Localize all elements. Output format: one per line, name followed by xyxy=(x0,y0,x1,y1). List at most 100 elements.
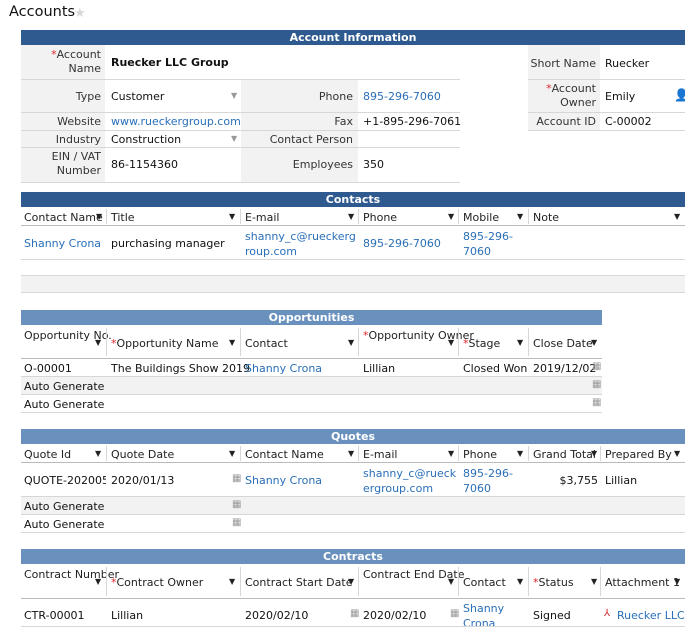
col-note[interactable]: Note xyxy=(533,211,560,224)
contract-attachment-link[interactable]: Ruecker LLC xyxy=(617,609,685,622)
dropdown-caret-icon[interactable]: ▼ xyxy=(448,577,455,586)
industry-value[interactable]: Construction xyxy=(111,133,182,146)
dropdown-caret-icon[interactable]: ▼ xyxy=(674,577,681,586)
col-title[interactable]: Title xyxy=(111,211,135,224)
dropdown-caret-icon[interactable]: ▼ xyxy=(517,577,524,586)
col-phone[interactable]: Phone xyxy=(363,211,398,224)
col-contact[interactable]: Contact xyxy=(245,337,288,350)
col-email[interactable]: E-mail xyxy=(245,211,280,224)
fax-value: +1-895-296-7061 xyxy=(363,115,462,128)
col-opportunity-no[interactable]: Opportunity No. xyxy=(24,329,112,342)
dropdown-caret-icon[interactable]: ▼ xyxy=(517,212,524,221)
col-grand-total[interactable]: Grand Total xyxy=(533,448,596,461)
dropdown-caret-icon[interactable]: ▼ xyxy=(591,338,598,347)
account-owner-label: *Account Owner xyxy=(546,82,596,109)
dropdown-caret-icon[interactable]: ▼ xyxy=(591,449,598,458)
quote-contact-link[interactable]: Shanny Crona xyxy=(245,474,323,487)
contract-contact-link[interactable]: Shanny Crona xyxy=(463,602,505,628)
type-dropdown-caret-icon[interactable]: ▼ xyxy=(231,91,238,100)
industry-dropdown-caret-icon[interactable]: ▼ xyxy=(231,134,238,143)
dropdown-caret-icon[interactable]: ▼ xyxy=(448,212,455,221)
col-contact-name[interactable]: Contact Name xyxy=(24,211,103,224)
contract-number: CTR-00001 xyxy=(24,609,85,622)
col-phone[interactable]: Phone xyxy=(463,448,498,461)
star-icon[interactable]: ★ xyxy=(74,6,86,21)
dropdown-caret-icon[interactable]: ▼ xyxy=(95,338,102,347)
col-contract-number[interactable]: Contract Number xyxy=(24,568,120,581)
col-opportunity-owner[interactable]: *Opportunity Owner xyxy=(363,329,474,342)
dropdown-caret-icon[interactable]: ▼ xyxy=(674,449,681,458)
website-link[interactable]: www.rueckergroup.com xyxy=(111,115,241,128)
employees-label: Employees xyxy=(292,158,353,171)
dropdown-caret-icon[interactable]: ▼ xyxy=(229,449,236,458)
dropdown-caret-icon[interactable]: ▼ xyxy=(96,212,103,221)
dropdown-caret-icon[interactable]: ▼ xyxy=(591,577,598,586)
calendar-icon[interactable]: ▦ xyxy=(592,397,602,408)
col-contract-owner[interactable]: *Contract Owner xyxy=(111,576,204,589)
type-label: Type xyxy=(75,90,101,103)
calendar-icon[interactable]: ▦ xyxy=(232,517,242,528)
dropdown-caret-icon[interactable]: ▼ xyxy=(517,338,524,347)
contact-name-link[interactable]: Shanny Crona xyxy=(24,237,102,250)
dropdown-caret-icon[interactable]: ▼ xyxy=(674,212,681,221)
account-name-label: *Account Name xyxy=(51,48,101,75)
dropdown-caret-icon[interactable]: ▼ xyxy=(348,449,355,458)
col-quote-date[interactable]: Quote Date xyxy=(111,448,175,461)
dropdown-caret-icon[interactable]: ▼ xyxy=(348,212,355,221)
dropdown-caret-icon[interactable]: ▼ xyxy=(229,577,236,586)
col-attachment-1[interactable]: Attachment 1 xyxy=(605,576,680,589)
col-contract-start-date[interactable]: Contract Start Date xyxy=(245,576,353,589)
col-stage[interactable]: *Stage xyxy=(463,337,501,350)
page-title: Accounts xyxy=(9,4,76,20)
calendar-icon[interactable]: ▦ xyxy=(350,608,360,619)
opportunity-contact-link[interactable]: Shanny Crona xyxy=(245,362,323,375)
contact-email-link[interactable]: shanny_c@rueckergroup.com xyxy=(245,230,356,258)
contact-phone-link[interactable]: 895-296-7060 xyxy=(363,237,441,250)
calendar-icon[interactable]: ▦ xyxy=(232,473,242,484)
col-status[interactable]: *Status xyxy=(533,576,574,589)
col-contact[interactable]: Contact xyxy=(463,576,506,589)
ein-label: EIN / VAT Number xyxy=(51,150,101,177)
type-value[interactable]: Customer xyxy=(111,90,165,103)
account-owner-value[interactable]: Emily xyxy=(605,90,636,103)
account-id-value: C-00002 xyxy=(605,115,652,128)
col-contact-name[interactable]: Contact Name xyxy=(245,448,324,461)
dropdown-caret-icon[interactable]: ▼ xyxy=(448,449,455,458)
opportunity-no: O-00001 xyxy=(24,362,72,375)
dropdown-caret-icon[interactable]: ▼ xyxy=(348,338,355,347)
account-id-label: Account ID xyxy=(536,115,596,128)
contract-status: Signed xyxy=(533,609,571,622)
calendar-icon[interactable]: ▦ xyxy=(232,499,242,510)
calendar-icon[interactable]: ▦ xyxy=(450,608,460,619)
calendar-icon[interactable]: ▦ xyxy=(592,361,602,372)
dropdown-caret-icon[interactable]: ▼ xyxy=(95,449,102,458)
col-mobile[interactable]: Mobile xyxy=(463,211,500,224)
contract-start-date: 2020/02/10 xyxy=(245,609,309,622)
col-email[interactable]: E-mail xyxy=(363,448,398,461)
col-prepared-by[interactable]: Prepared By xyxy=(605,448,672,461)
employees-value: 350 xyxy=(363,158,384,171)
quote-phone-link[interactable]: 895-296-7060 xyxy=(463,467,513,495)
calendar-icon[interactable]: ▦ xyxy=(592,379,602,390)
col-opportunity-name[interactable]: *Opportunity Name xyxy=(111,337,219,350)
dropdown-caret-icon[interactable]: ▼ xyxy=(348,577,355,586)
contact-mobile-link[interactable]: 895-296-7060 xyxy=(463,230,513,258)
phone-value[interactable]: 895-296-7060 xyxy=(363,90,441,103)
contracts-header: Contracts xyxy=(21,549,685,564)
opportunities-header: Opportunities xyxy=(21,310,602,325)
person-icon[interactable]: 👤 xyxy=(674,88,685,102)
dropdown-caret-icon[interactable]: ▼ xyxy=(517,449,524,458)
short-name-value: Ruecker xyxy=(605,57,650,70)
pdf-icon: ⅄ xyxy=(604,608,611,619)
col-close-date[interactable]: Close Date xyxy=(533,337,593,350)
quote-email-link[interactable]: shanny_c@rueckergroup.com xyxy=(363,467,457,495)
fax-label: Fax xyxy=(334,115,353,128)
dropdown-caret-icon[interactable]: ▼ xyxy=(448,338,455,347)
col-quote-id[interactable]: Quote Id xyxy=(24,448,72,461)
col-contract-end-date[interactable]: Contract End Date xyxy=(363,568,465,581)
ein-value: 86-1154360 xyxy=(111,158,178,171)
dropdown-caret-icon[interactable]: ▼ xyxy=(95,577,102,586)
dropdown-caret-icon[interactable]: ▼ xyxy=(229,338,236,347)
dropdown-caret-icon[interactable]: ▼ xyxy=(229,212,236,221)
